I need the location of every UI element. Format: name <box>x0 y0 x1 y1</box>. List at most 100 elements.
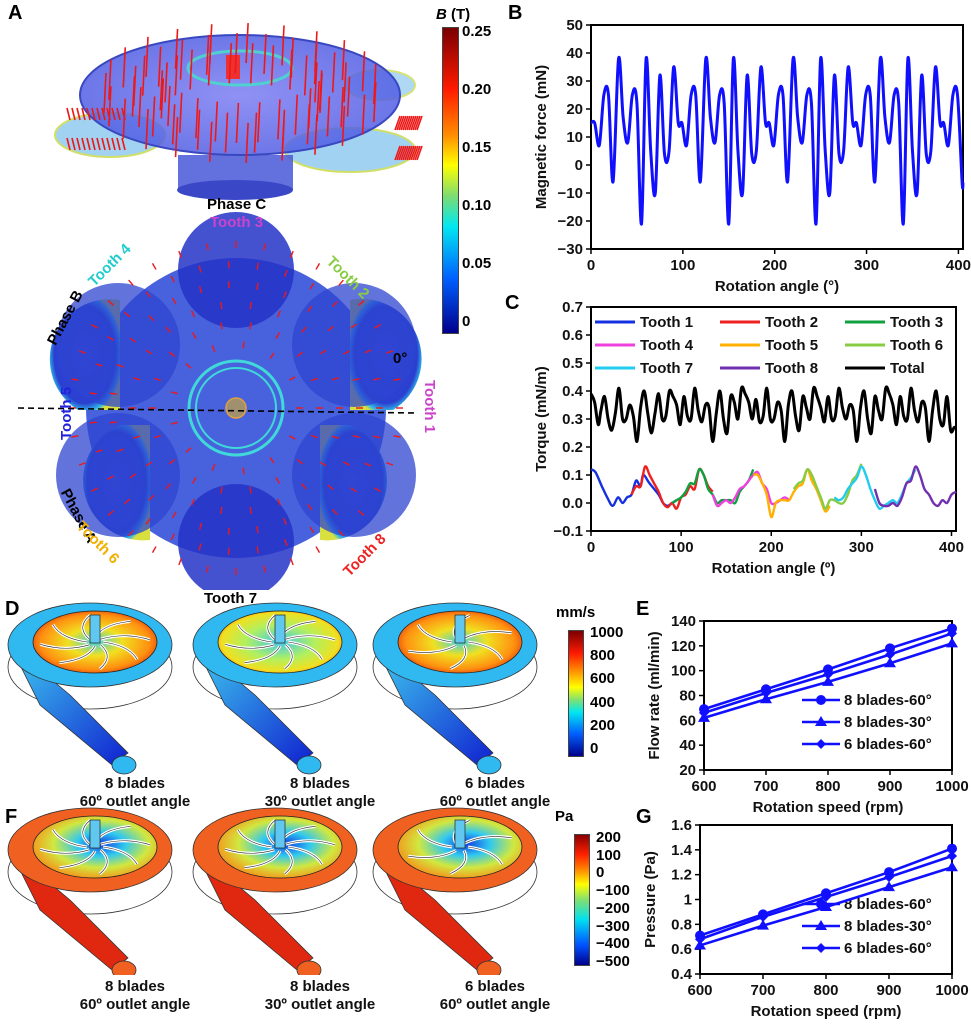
label-tooth-5: Tooth 5 <box>58 386 75 440</box>
marker-diamond <box>821 892 831 903</box>
x-tick-label: 600 <box>687 982 712 999</box>
pump-caption-blades: 8 blades <box>104 775 166 792</box>
panel-letter-f: F <box>5 806 18 828</box>
marker-triangle <box>815 920 827 930</box>
colorbar-tick-label: 200 <box>590 716 616 734</box>
pump-caption-angle: 60º outlet angle <box>439 793 551 810</box>
y-tick-label: −30 <box>558 241 583 258</box>
pump-caption-angle: 60º outlet angle <box>439 996 551 1013</box>
pump-caption-blades: 8 blades <box>289 978 351 995</box>
marker-triangle <box>694 939 706 950</box>
x-tick-label: 800 <box>813 982 838 999</box>
y-tick-label: 1 <box>684 892 692 909</box>
pump-caption-angle: 60º outlet angle <box>79 996 191 1013</box>
pump-outlet-pipe <box>111 755 137 775</box>
label-phase-c: Phase C <box>207 196 267 213</box>
x-tick-label: 0 <box>587 257 595 274</box>
x-tick-label: 100 <box>669 539 694 556</box>
legend-label: 8 blades-30° <box>844 714 932 731</box>
pump-shaft <box>454 819 466 849</box>
colorbar-tick-label: 0.20 <box>462 81 492 98</box>
x-axis-label: Rotation angle (º) <box>712 560 836 577</box>
y-tick-label: 0.3 <box>562 411 583 428</box>
tooth-7-lobe <box>178 484 294 590</box>
y-tick-label: 20 <box>679 762 696 779</box>
y-tick-label: 0.6 <box>671 941 692 958</box>
pump-outlet-pipe <box>476 960 502 975</box>
rotor-disc <box>79 34 401 156</box>
marker-triangle <box>820 900 832 911</box>
marker-triangle <box>757 919 769 930</box>
y-tick-label: 0.8 <box>671 916 692 933</box>
panel-letter-d: D <box>5 598 20 620</box>
legend-label: Tooth 4 <box>640 337 694 354</box>
marker-diamond <box>884 872 894 883</box>
label-tooth-3: Tooth 3 <box>210 214 264 231</box>
marker-triangle <box>815 716 827 726</box>
colorbar-tick-label: 100 <box>596 846 622 864</box>
colorbar-b <box>442 27 459 334</box>
pump-caption-blades: 8 blades <box>289 775 351 792</box>
legend-label: Total <box>890 360 925 377</box>
pump-caption: 6 blades 60º outlet angle <box>420 775 570 811</box>
pump-caption: 8 blades 60º outlet angle <box>60 978 210 1014</box>
marker-diamond <box>695 934 705 945</box>
colorbar-b-var: B <box>436 6 447 23</box>
pump-shaft <box>274 614 286 644</box>
colorbar-tick-label: 0 <box>590 740 599 757</box>
marker-triangle <box>884 657 896 668</box>
series-line-tooth-7 <box>833 465 917 510</box>
x-axis-label: Rotation speed (rpm) <box>751 1003 902 1020</box>
pump-caption-blades: 6 blades <box>464 978 526 995</box>
y-axis-label: Torque (mN/m) <box>533 366 550 472</box>
rotor-3d-view <box>54 23 423 200</box>
colorbar-b-unit: (T) <box>446 6 471 23</box>
panel-letter-a: A <box>8 2 23 24</box>
legend-label: 8 blades-60° <box>844 692 932 709</box>
colorbar-tick-label: −100 <box>596 882 630 900</box>
x-tick-label: 100 <box>670 257 695 274</box>
legend-label: Tooth 1 <box>640 314 693 331</box>
ring-outer <box>187 359 285 457</box>
series-line-tooth-8 <box>873 465 957 508</box>
pump-caption-angle: 30º outlet angle <box>264 793 376 810</box>
pump-shaft <box>454 614 466 644</box>
shaft <box>226 55 240 79</box>
y-tick-label: 0.1 <box>562 467 583 484</box>
x-tick-label: 1000 <box>935 982 968 999</box>
y-tick-label: 120 <box>671 638 696 655</box>
ring-inner <box>195 367 277 449</box>
pump-shaft <box>89 614 101 644</box>
colorbar-tick-label: 600 <box>590 670 616 688</box>
pump-outlet-pipe <box>296 755 322 775</box>
x-tick-label: 900 <box>876 982 901 999</box>
colorbar-tick-label: 0 <box>462 313 471 330</box>
y-tick-label: −20 <box>558 213 583 230</box>
legend-label: Tooth 5 <box>765 337 818 354</box>
label-zero-degree: 0° <box>393 350 408 367</box>
colorbar-velocity-unit: mm/s <box>556 604 596 621</box>
chart-pressure: 600 700 800 900 1000 0.4 0.6 0.8 1 1.2 1.4 1.6 Rotat… <box>642 817 969 1020</box>
pump-caption: 8 blades 30º outlet angle <box>245 978 395 1014</box>
legend-label: 6 blades-60° <box>844 940 932 957</box>
x-tick-label: 400 <box>946 257 971 274</box>
y-tick-label: 1.2 <box>671 867 692 884</box>
x-axis-label: Rotation speed (rpm) <box>753 799 904 815</box>
colorbar-tick-label: 400 <box>590 693 616 711</box>
marker-diamond <box>699 707 709 718</box>
y-tick-label: 0.4 <box>562 383 584 400</box>
marker-triangle <box>946 637 958 648</box>
chart-torque: 0 100 200 300 400 −0.1 0.0 0.1 0.2 0.3 0.4 0.5 0.6 0.… <box>533 299 964 577</box>
x-tick-label: 800 <box>815 778 840 795</box>
x-tick-label: 1000 <box>935 778 968 795</box>
y-tick-label: 50 <box>566 17 583 34</box>
legend-label: Tooth 7 <box>640 360 693 377</box>
pump-caption-blades: 8 blades <box>104 978 166 995</box>
y-tick-label: 1.6 <box>671 817 692 834</box>
pump-caption: 8 blades 60º outlet angle <box>60 775 210 811</box>
colorbar-tick-label: −300 <box>596 917 630 935</box>
y-tick-label: 20 <box>566 101 583 118</box>
y-tick-label: 10 <box>566 129 583 146</box>
marker-diamond <box>823 669 833 680</box>
y-tick-label: 0 <box>575 157 583 174</box>
